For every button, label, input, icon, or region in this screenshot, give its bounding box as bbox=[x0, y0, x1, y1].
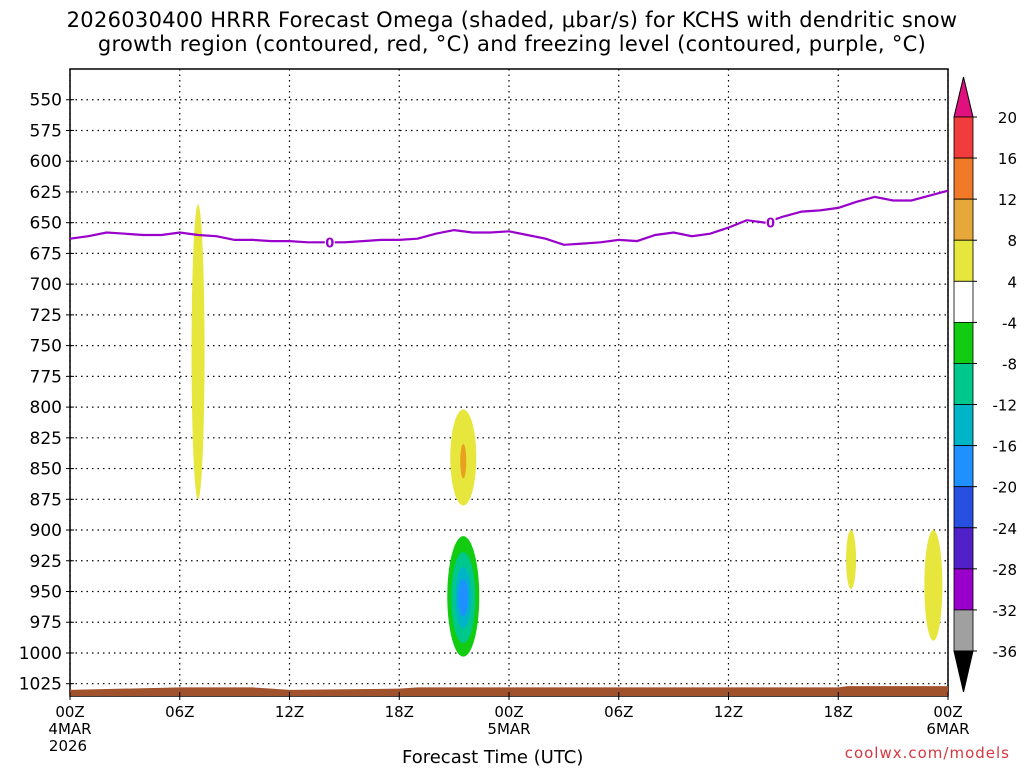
y-tick-label: 950 bbox=[30, 583, 62, 603]
colorbar-segment bbox=[953, 239, 974, 282]
x-tick-label: 18Z bbox=[385, 703, 414, 721]
colorbar-label: -32 bbox=[993, 602, 1018, 620]
colorbar-label: 16 bbox=[998, 150, 1017, 168]
axes: 550 575 600 625 650 675 700 725 750 775 800 825 850 8… bbox=[19, 91, 970, 755]
y-tick-label: 725 bbox=[30, 306, 62, 326]
colorbar-segment bbox=[953, 157, 974, 200]
y-tick-label: 1000 bbox=[19, 644, 62, 664]
colorbar-label: -20 bbox=[993, 479, 1018, 497]
y-tick-label: 800 bbox=[30, 398, 62, 418]
y-tick-label: 550 bbox=[30, 91, 62, 111]
x-tick-date: 4MAR bbox=[48, 720, 91, 738]
y-tick-label: 775 bbox=[30, 367, 62, 387]
y-tick-label: 900 bbox=[30, 521, 62, 541]
colorbar-bottom-arrow bbox=[953, 650, 974, 693]
colorbar-segment bbox=[953, 363, 974, 405]
x-tick-date: 6MAR bbox=[926, 720, 969, 738]
y-tick-label: 700 bbox=[30, 275, 62, 295]
y-tick-label: 975 bbox=[30, 613, 62, 633]
y-tick-label: 825 bbox=[30, 429, 62, 449]
x-tick-label: 18Z bbox=[824, 703, 853, 721]
y-tick-label: 875 bbox=[30, 490, 62, 510]
colorbar-segment bbox=[953, 404, 974, 447]
chart-title: 2026030400 HRRR Forecast Omega (shaded, … bbox=[0, 8, 1024, 56]
x-tick-label: 00Z bbox=[494, 703, 523, 721]
omega-shading bbox=[191, 204, 943, 657]
contour-label: 0 bbox=[766, 217, 775, 232]
colorbar-segment bbox=[953, 609, 974, 652]
x-tick-label: 12Z bbox=[714, 703, 743, 721]
y-tick-label: 850 bbox=[30, 460, 62, 480]
y-tick-label: 650 bbox=[30, 214, 62, 234]
colorbar-segment bbox=[953, 321, 974, 364]
omega-region bbox=[458, 579, 469, 617]
y-tick-label: 625 bbox=[30, 183, 62, 203]
contour-label-bg bbox=[765, 214, 776, 231]
colorbar-label: -8 bbox=[1002, 355, 1017, 373]
y-tick-label: 1025 bbox=[19, 675, 62, 695]
x-tick-label: 06Z bbox=[165, 703, 194, 721]
x-tick-year: 2026 bbox=[49, 737, 87, 755]
omega-region bbox=[924, 530, 943, 641]
colorbar-label: -4 bbox=[1002, 314, 1017, 332]
x-tick-label: 12Z bbox=[275, 703, 304, 721]
colorbar-segment bbox=[953, 116, 974, 159]
colorbar: 20 16 12 8 4 -4 -8 -12 -16 -20 -24 -28 -32 -36 bbox=[953, 76, 1018, 693]
colorbar-segment bbox=[953, 198, 974, 241]
y-tick-label: 750 bbox=[30, 337, 62, 357]
title-line-2: growth region (contoured, red, °C) and f… bbox=[97, 32, 927, 56]
y-tick-label: 925 bbox=[30, 552, 62, 572]
x-tick-label: 00Z bbox=[55, 703, 84, 721]
colorbar-label: -36 bbox=[993, 643, 1018, 661]
y-tick-label: 575 bbox=[30, 121, 62, 141]
colorbar-label: -28 bbox=[993, 561, 1018, 579]
omega-region bbox=[460, 443, 467, 479]
x-tick-date: 5MAR bbox=[487, 720, 530, 738]
colorbar-label: 12 bbox=[998, 191, 1017, 209]
omega-region bbox=[191, 204, 205, 500]
colorbar-label: 20 bbox=[998, 109, 1017, 127]
colorbar-label: -24 bbox=[993, 520, 1018, 538]
colorbar-label: -16 bbox=[993, 438, 1018, 456]
x-axis-title: Forecast Time (UTC) bbox=[402, 747, 584, 768]
colorbar-top-arrow bbox=[953, 76, 974, 118]
credit-text: coolwx.com/models bbox=[844, 744, 1010, 762]
freezing-level: 00 bbox=[69, 189, 949, 251]
colorbar-segment bbox=[953, 486, 974, 529]
x-tick-label: 00Z bbox=[933, 703, 962, 721]
colorbar-label: 8 bbox=[1007, 232, 1017, 250]
colorbar-segment bbox=[953, 445, 974, 488]
colorbar-label: -12 bbox=[993, 397, 1018, 415]
grid bbox=[69, 68, 949, 697]
x-tick-label: 06Z bbox=[604, 703, 633, 721]
colorbar-segment bbox=[953, 527, 974, 570]
freezing-level-line bbox=[69, 189, 949, 246]
colorbar-segment bbox=[953, 280, 974, 323]
contour-label: 0 bbox=[325, 236, 334, 251]
colorbar-segment bbox=[953, 568, 974, 611]
colorbar-label: 4 bbox=[1007, 273, 1017, 291]
y-tick-label: 675 bbox=[30, 244, 62, 264]
title-line-1: 2026030400 HRRR Forecast Omega (shaded, … bbox=[66, 8, 958, 32]
contour-label-bg bbox=[324, 234, 335, 251]
omega-region bbox=[846, 530, 857, 590]
y-tick-label: 600 bbox=[30, 152, 62, 172]
